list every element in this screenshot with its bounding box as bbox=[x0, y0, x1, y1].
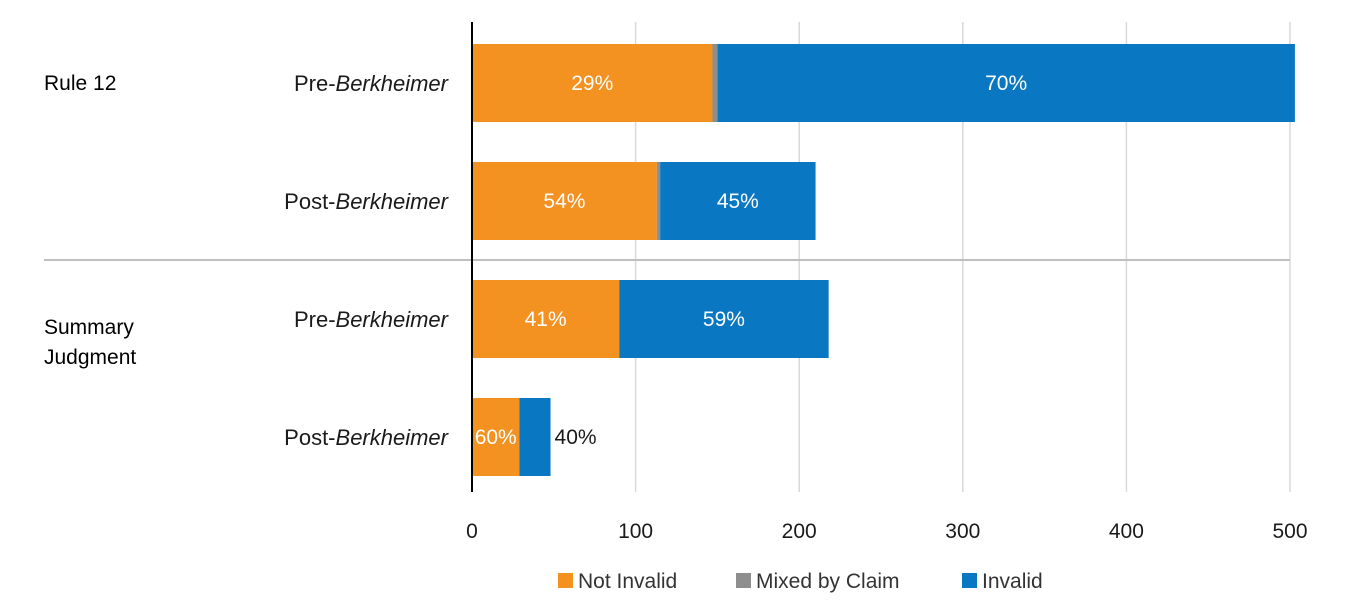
legend-swatch bbox=[962, 573, 977, 588]
legend-label: Mixed by Claim bbox=[756, 570, 900, 593]
data-label-invalid: 40% bbox=[555, 426, 597, 449]
bar-row-3: 41% 59% bbox=[472, 280, 829, 358]
x-tick-label: 100 bbox=[618, 520, 653, 543]
x-tick-label: 400 bbox=[1109, 520, 1144, 543]
data-label-not-invalid: 54% bbox=[543, 190, 585, 213]
group-label: Rule 12 bbox=[44, 72, 116, 95]
data-label-not-invalid: 60% bbox=[475, 426, 517, 449]
bar-row-4: 60% 40% bbox=[472, 398, 597, 476]
bar-mixed-by-claim bbox=[712, 44, 717, 122]
legend-swatch bbox=[558, 573, 573, 588]
legend-label: Not Invalid bbox=[578, 570, 677, 593]
legend-item-mixed-by-claim: Mixed by Claim bbox=[736, 570, 900, 593]
legend-label: Invalid bbox=[982, 570, 1043, 593]
group-label: Judgment bbox=[44, 346, 136, 369]
bar-row-2: 54% 45% bbox=[472, 162, 816, 240]
stacked-bar-chart: 29% 70% 54% 45% 41% 59% 60% 40% Pre-Berkheimer P… bbox=[0, 0, 1350, 616]
data-label-not-invalid: 41% bbox=[525, 308, 567, 331]
category-label: Pre-Berkheimer bbox=[294, 71, 450, 96]
bar-row-1: 29% 70% bbox=[472, 44, 1295, 122]
category-label: Pre-Berkheimer bbox=[294, 307, 450, 332]
legend-item-invalid: Invalid bbox=[962, 570, 1043, 593]
legend-item-not-invalid: Not Invalid bbox=[558, 570, 677, 593]
x-tick-label: 300 bbox=[945, 520, 980, 543]
x-tick-label: 500 bbox=[1272, 520, 1307, 543]
legend-swatch bbox=[736, 573, 751, 588]
group-label: Summary bbox=[44, 316, 134, 339]
data-label-invalid: 70% bbox=[985, 72, 1027, 95]
x-tick-label: 0 bbox=[466, 520, 478, 543]
legend: Not Invalid Mixed by Claim Invalid bbox=[558, 570, 1043, 593]
x-tick-label: 200 bbox=[782, 520, 817, 543]
bar-mixed-by-claim bbox=[657, 162, 660, 240]
data-label-invalid: 45% bbox=[717, 190, 759, 213]
data-label-invalid: 59% bbox=[703, 308, 745, 331]
bar-invalid bbox=[519, 398, 550, 476]
data-label-not-invalid: 29% bbox=[571, 72, 613, 95]
category-label: Post-Berkheimer bbox=[284, 425, 450, 450]
category-label: Post-Berkheimer bbox=[284, 189, 450, 214]
